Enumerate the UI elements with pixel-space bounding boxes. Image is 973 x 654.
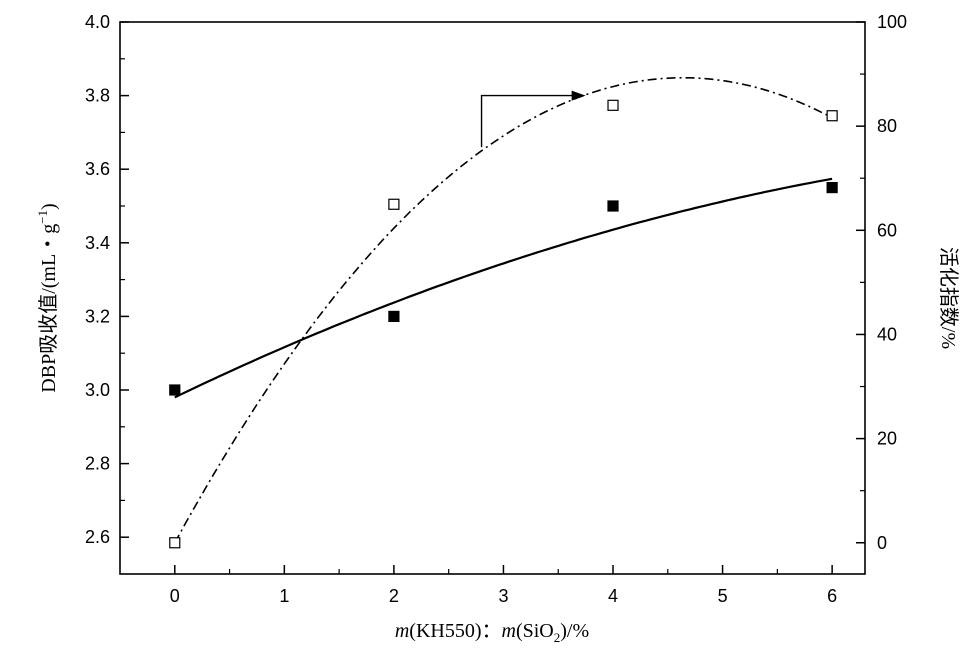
y-left-axis-ticks: 2.6 2.8 3.0 3.2 3.4 3.6 3.8 4.0 bbox=[85, 12, 129, 547]
y-right-tick-label: 80 bbox=[877, 116, 897, 136]
arrow-head bbox=[571, 90, 586, 101]
y-left-tick-label: 2.6 bbox=[85, 527, 110, 547]
dbp-data-point bbox=[388, 310, 400, 322]
y-right-tick-label: 40 bbox=[877, 324, 897, 344]
x-tick-label: 1 bbox=[279, 586, 289, 606]
x-tick-label: 5 bbox=[718, 586, 728, 606]
x-tick-label: 3 bbox=[498, 586, 508, 606]
dbp-data-point bbox=[826, 182, 838, 194]
y-right-tick-label: 20 bbox=[877, 429, 897, 449]
y-right-axis-ticks: 0 20 40 60 80 100 bbox=[856, 12, 907, 553]
data-points bbox=[169, 99, 838, 549]
plot-frame bbox=[119, 21, 866, 575]
dbp-data-point bbox=[169, 384, 181, 396]
x-tick-label: 6 bbox=[827, 586, 837, 606]
activation-fit-curve bbox=[174, 77, 833, 544]
y-left-tick-label: 3.8 bbox=[85, 86, 110, 106]
y-right-axis-title: 活化指数/% bbox=[937, 247, 960, 349]
activation-data-point bbox=[607, 99, 619, 111]
y-right-tick-label: 60 bbox=[877, 220, 897, 240]
y-left-tick-label: 3.2 bbox=[85, 306, 110, 326]
dbp-data-point bbox=[607, 200, 619, 212]
x-tick-label: 0 bbox=[170, 586, 180, 606]
y-left-tick-label: 2.8 bbox=[85, 454, 110, 474]
x-tick-label: 4 bbox=[608, 586, 618, 606]
y-left-tick-label: 4.0 bbox=[85, 12, 110, 32]
y-left-tick-label: 3.4 bbox=[85, 233, 110, 253]
fit-curves bbox=[174, 77, 833, 544]
y-right-tick-label: 100 bbox=[877, 12, 907, 32]
direction-arrow bbox=[480, 90, 586, 148]
x-tick-label: 2 bbox=[389, 586, 399, 606]
arrow-line bbox=[480, 94, 574, 148]
y-left-tick-label: 3.6 bbox=[85, 159, 110, 179]
y-left-axis-title: DBP吸收值/(mL・g−1) bbox=[35, 203, 60, 392]
activation-data-point bbox=[388, 198, 400, 210]
activation-data-point bbox=[826, 110, 838, 122]
y-right-tick-label: 0 bbox=[877, 533, 887, 553]
y-left-tick-label: 3.0 bbox=[85, 380, 110, 400]
x-axis-title: m(KH550)：m(SiO2)/% bbox=[395, 620, 589, 645]
activation-data-point bbox=[169, 537, 181, 549]
x-axis-ticks: 0 1 2 3 4 5 6 bbox=[170, 565, 837, 606]
dbp-fit-curve bbox=[174, 177, 833, 399]
